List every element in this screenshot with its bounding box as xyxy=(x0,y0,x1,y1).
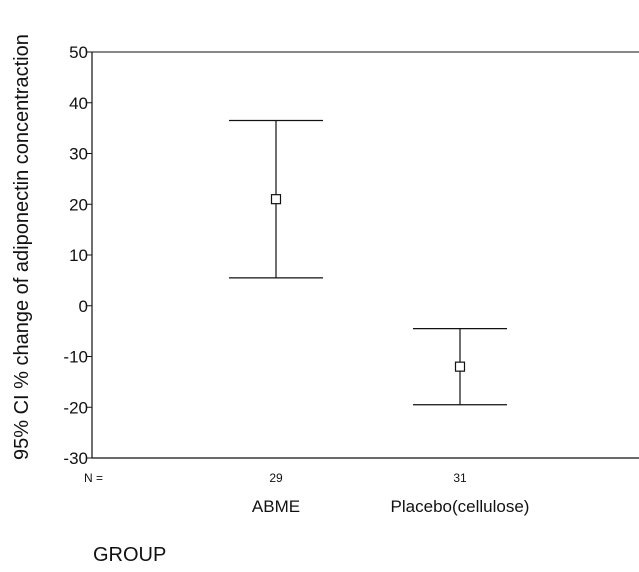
y-tick-label: 20 xyxy=(69,195,88,214)
axes xyxy=(91,51,639,459)
y-tick-label: -30 xyxy=(63,449,88,468)
y-tick-label: -10 xyxy=(63,348,88,367)
y-tick-label: 0 xyxy=(79,297,88,316)
y-tick-label: 50 xyxy=(69,43,88,62)
y-tick-label: 10 xyxy=(69,246,88,265)
category-labels: 29 ABME 31 Placebo(cellulose) xyxy=(252,471,530,516)
y-axis-title: 95% CI % change of adiponectin concentra… xyxy=(11,34,33,460)
x-axis-title: GROUP xyxy=(93,544,166,566)
error-bars xyxy=(229,119,507,406)
category-label: ABME xyxy=(252,497,300,516)
y-tick-label: 40 xyxy=(69,94,88,113)
category-label: Placebo(cellulose) xyxy=(391,497,530,516)
mean-marker xyxy=(270,194,282,205)
y-tick-label: 30 xyxy=(69,145,88,164)
y-ticks: 50 40 30 20 10 0 -10 -20 -30 xyxy=(63,43,92,468)
n-label: N = xyxy=(84,471,103,485)
y-tick-label: -20 xyxy=(63,398,88,417)
n-value-label: 31 xyxy=(453,471,467,485)
mean-marker xyxy=(454,361,466,372)
n-value-label: 29 xyxy=(269,471,283,485)
